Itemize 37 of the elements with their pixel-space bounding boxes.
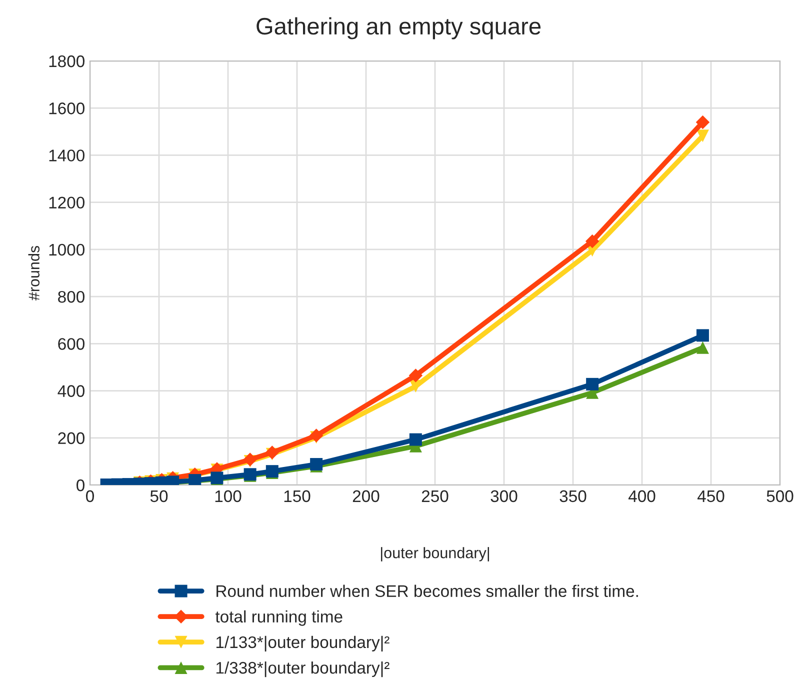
y-tick-label: 200 <box>58 432 84 444</box>
x-tick-label: 350 <box>560 490 586 502</box>
x-tick-label: 150 <box>284 490 310 502</box>
legend-label: 1/338*|outer boundary|² <box>216 661 390 678</box>
point <box>409 433 422 446</box>
x-tick-label: 500 <box>766 490 794 502</box>
legend-label: Round number when SER becomes smaller the first time. <box>216 584 638 598</box>
y-tick-label: 1000 <box>49 244 84 256</box>
y-axis-title: #rounds <box>28 246 40 301</box>
y-tick-label: 400 <box>58 385 84 397</box>
point <box>309 428 324 442</box>
point <box>408 368 423 382</box>
point <box>696 329 709 342</box>
x-tick-label: 300 <box>490 490 518 502</box>
point <box>696 130 709 142</box>
y-tick-label: 1200 <box>49 196 84 209</box>
point <box>696 341 709 354</box>
y-tick-label: 1400 <box>49 150 84 162</box>
x-tick-label: 0 <box>86 490 94 502</box>
point <box>696 115 710 130</box>
x-tick-label: 50 <box>150 490 168 502</box>
y-tick-label: 600 <box>58 338 84 350</box>
point <box>586 378 599 390</box>
x-tick-label: 100 <box>215 490 242 502</box>
x-tick-label: 250 <box>422 490 448 502</box>
chart-title: Gathering an empty square <box>256 17 541 40</box>
x-tick-label: 450 <box>697 490 724 502</box>
point <box>585 234 600 248</box>
x-tick-label: 400 <box>628 490 656 502</box>
y-tick-label: 1600 <box>49 102 84 114</box>
y-tick-label: 800 <box>58 290 84 303</box>
x-axis-title: |outer boundary| <box>381 547 489 562</box>
legend-label: 1/133*|outer boundary|² <box>216 636 390 652</box>
y-tick-label: 1800 <box>49 55 84 68</box>
y-tick-label: 0 <box>76 479 84 492</box>
legend-label: total running time <box>215 610 342 626</box>
x-tick-label: 200 <box>352 490 380 502</box>
